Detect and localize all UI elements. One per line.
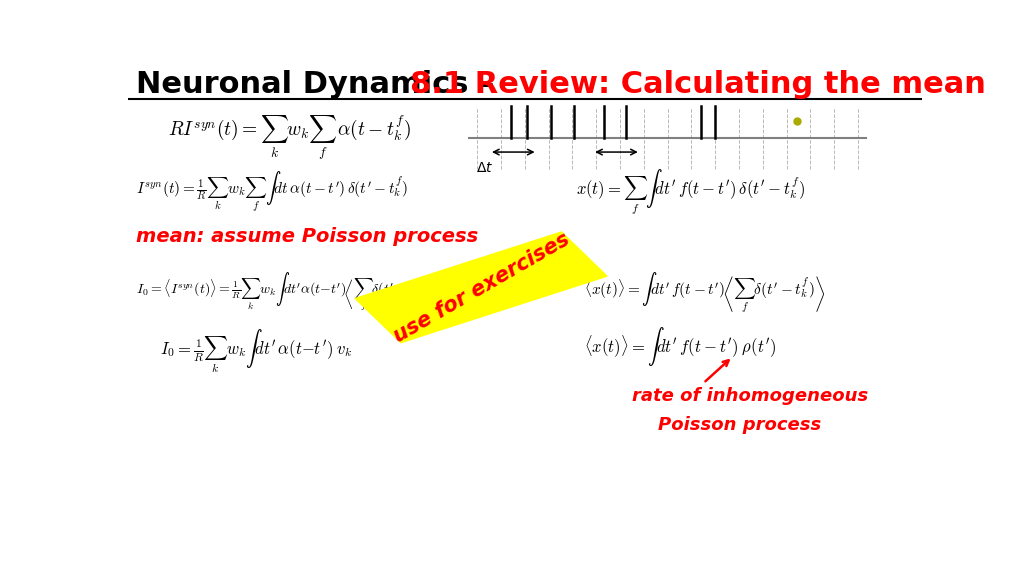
Text: $\Delta t$: $\Delta t$ bbox=[475, 161, 493, 175]
Text: mean: assume Poisson process: mean: assume Poisson process bbox=[136, 228, 478, 247]
Text: $\langle x(t)\rangle = \int dt^{\prime}\, f(t-t^{\prime})\!\left\langle\sum_f \d: $\langle x(t)\rangle = \int dt^{\prime}\… bbox=[585, 270, 825, 314]
Polygon shape bbox=[355, 232, 607, 343]
Text: Poisson process: Poisson process bbox=[658, 416, 821, 434]
Text: $I_0 = \frac{1}{R}\sum_k w_k \int dt^{\prime}\,\alpha(t{-}t^{\prime})\; v_k$: $I_0 = \frac{1}{R}\sum_k w_k \int dt^{\p… bbox=[160, 327, 352, 374]
Text: $x(t) = \sum_f \int dt^{\prime}\, f(t-t^{\prime})\,\delta(t^{\prime}-t_k^f)$: $x(t) = \sum_f \int dt^{\prime}\, f(t-t^… bbox=[577, 166, 806, 215]
Text: $I^{syn}(t) = \frac{1}{R}\sum_k w_k \sum_f \int dt\,\alpha(t-t^{\prime})\,\delta: $I^{syn}(t) = \frac{1}{R}\sum_k w_k \sum… bbox=[136, 169, 408, 213]
Text: $\langle x(t)\rangle = \int dt^{\prime}\, f(t-t^{\prime})\; \rho(t^{\prime})$: $\langle x(t)\rangle = \int dt^{\prime}\… bbox=[585, 325, 776, 368]
Text: rate of inhomogeneous: rate of inhomogeneous bbox=[632, 388, 868, 406]
Text: 8.1 Review: Calculating the mean: 8.1 Review: Calculating the mean bbox=[410, 70, 986, 98]
Text: $RI^{syn}(t) = \sum_k w_k \sum_f \,\alpha(t - t_k^f)$: $RI^{syn}(t) = \sum_k w_k \sum_f \,\alph… bbox=[168, 113, 411, 162]
Text: $I_0 = \langle I^{syn}(t)\rangle = \frac{1}{R}\sum_k w_k \int dt^{\prime}\alpha(: $I_0 = \langle I^{syn}(t)\rangle = \frac… bbox=[136, 271, 431, 313]
Text: use for exercises: use for exercises bbox=[389, 229, 572, 346]
Text: Neuronal Dynamics –: Neuronal Dynamics – bbox=[136, 70, 505, 98]
